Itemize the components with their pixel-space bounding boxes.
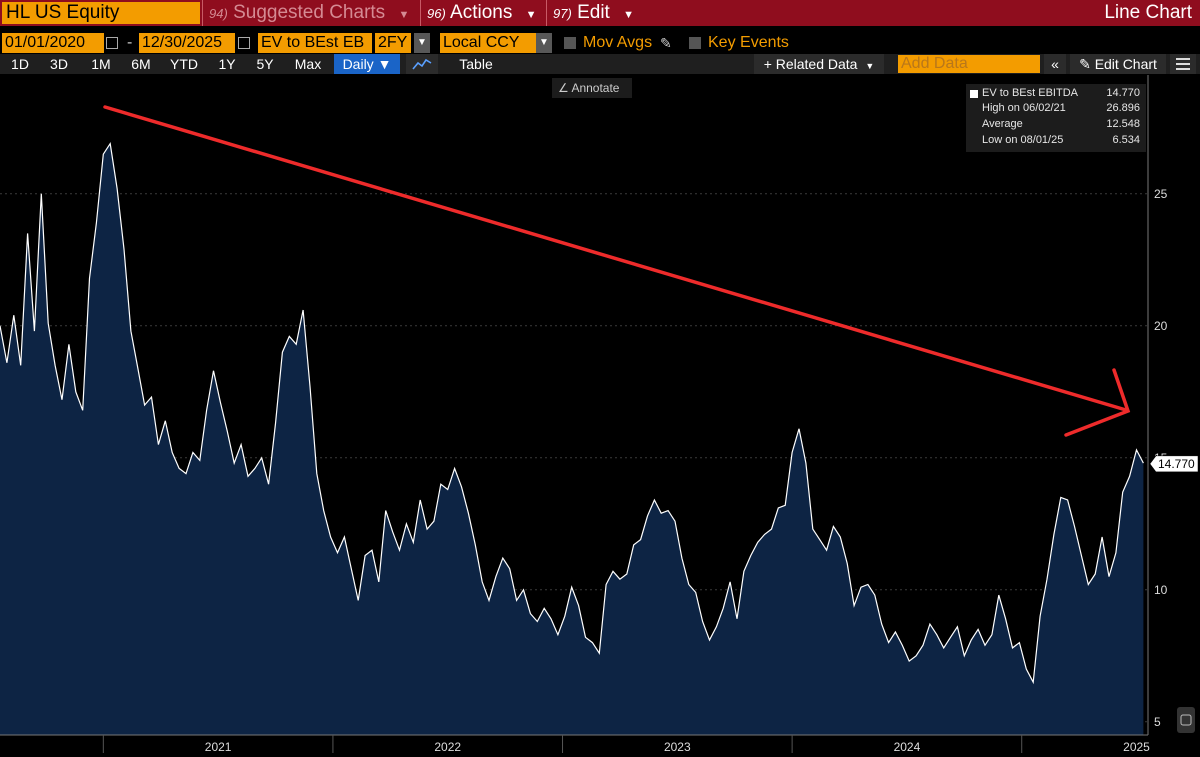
annotate-button[interactable]: ∠ Annotate: [552, 78, 632, 98]
legend-panel: EV to BEst EBITDA 14.770 High on 06/02/2…: [966, 84, 1146, 152]
legend-low: Low on 08/01/25 6.534: [966, 133, 1146, 148]
edit-chart-label: Edit Chart: [1094, 56, 1157, 72]
series-line: [0, 141, 1144, 685]
range-1d[interactable]: 1D: [11, 56, 29, 72]
legend-low-label: Low on 08/01/25: [982, 134, 1064, 146]
scroll-handle-icon[interactable]: [1177, 707, 1195, 733]
y-tick-label: 20: [1154, 319, 1168, 333]
frequency-select[interactable]: Daily ▼: [334, 54, 400, 74]
x-tick-label: 2022: [434, 740, 461, 754]
menu-number: 97): [553, 6, 572, 21]
x-tick-label: 2024: [894, 740, 921, 754]
y-tick-label: 10: [1154, 583, 1168, 597]
currency-select[interactable]: Local CCY: [440, 33, 536, 53]
legend-high-label: High on 06/02/21: [982, 102, 1066, 114]
legend-low-value: 6.534: [1112, 134, 1140, 146]
end-date-input[interactable]: 12/30/2025: [139, 33, 235, 53]
legend-average: Average 12.548: [966, 117, 1146, 132]
menu-number: 94): [209, 6, 228, 21]
legend-series-value: 14.770: [1106, 87, 1140, 99]
series-area-fill: [0, 143, 1144, 736]
top-bar: HL US Equity 94) Suggested Charts ▼ 96) …: [0, 0, 1200, 26]
menu-number: 96): [427, 6, 446, 21]
pencil-icon[interactable]: ✎: [660, 35, 672, 51]
chart-type-title: Line Chart: [1104, 2, 1192, 23]
range-1y[interactable]: 1Y: [218, 56, 236, 72]
pencil-icon: ✎: [1079, 56, 1095, 72]
start-date-input[interactable]: 01/01/2020: [2, 33, 104, 53]
line-chart-icon[interactable]: [406, 54, 438, 74]
last-value-label: 14.770: [1158, 457, 1195, 471]
settings-bar: 01/01/2020 - 12/30/2025 EV to BEst EB 2F…: [0, 33, 1200, 53]
range-bar: 1D 3D 1M 6M YTD 1Y 5Y Max Daily ▼ Table …: [0, 54, 1200, 74]
range-1m[interactable]: 1M: [91, 56, 111, 72]
currency-dropdown-icon[interactable]: ▼: [536, 33, 552, 53]
x-tick-label: 2025: [1123, 740, 1150, 754]
caret-down-icon: ▼: [865, 61, 875, 71]
period-select[interactable]: 2FY: [375, 33, 411, 53]
add-data-input[interactable]: Add Data: [898, 55, 1040, 73]
legend-series[interactable]: EV to BEst EBITDA 14.770: [966, 86, 1146, 101]
trend-arrow-shaft: [103, 105, 1128, 412]
trend-arrow-head: [1064, 368, 1131, 437]
trend-arrow: [103, 105, 1131, 437]
annotate-label: Annotate: [571, 81, 620, 95]
related-data-button[interactable]: + Related Data ▼: [754, 54, 884, 74]
legend-high-value: 26.896: [1106, 102, 1140, 114]
y-tick-label: 5: [1154, 715, 1161, 729]
caret-down-icon: ▼: [623, 9, 634, 21]
calendar-icon[interactable]: [238, 37, 250, 49]
calendar-icon[interactable]: [106, 37, 118, 49]
menu-label: Edit: [577, 2, 610, 23]
range-max[interactable]: Max: [294, 56, 322, 72]
range-6m[interactable]: 6M: [131, 56, 151, 72]
legend-average-label: Average: [982, 118, 1023, 130]
legend-series-label: EV to BEst EBITDA: [982, 87, 1078, 99]
menu-label: Suggested Charts: [233, 2, 386, 23]
settings-menu-icon[interactable]: [1170, 54, 1196, 74]
edit-chart-button[interactable]: ✎ Edit Chart: [1070, 54, 1166, 74]
series-swatch: [970, 90, 978, 98]
date-separator: -: [127, 34, 133, 51]
caret-down-icon: ▼: [525, 9, 537, 21]
range-3d[interactable]: 3D: [50, 56, 68, 72]
pencil-icon: ∠: [558, 81, 572, 95]
key-events-checkbox[interactable]: [689, 37, 701, 49]
legend-high: High on 06/02/21 26.896: [966, 101, 1146, 116]
mov-avgs-label: Mov Avgs: [583, 34, 653, 51]
mov-avgs-checkbox[interactable]: [564, 37, 576, 49]
range-ytd[interactable]: YTD: [170, 56, 198, 72]
x-axis-ticks: 2021 2022 2023 2024 2025: [102, 735, 1150, 754]
suggested-charts-menu[interactable]: 94) Suggested Charts ▼: [202, 0, 416, 26]
x-tick-label: 2021: [205, 740, 232, 754]
range-5y[interactable]: 5Y: [256, 56, 274, 72]
collapse-icon[interactable]: «: [1044, 54, 1066, 74]
table-button[interactable]: Table: [459, 56, 493, 72]
field-select[interactable]: EV to BEst EB: [258, 33, 372, 53]
related-data-label: + Related Data: [763, 56, 858, 72]
last-value-marker: 14.770: [1149, 455, 1199, 473]
legend-average-value: 12.548: [1106, 118, 1140, 130]
x-tick-label: 2023: [664, 740, 691, 754]
ticker-field[interactable]: HL US Equity: [2, 2, 200, 24]
menu-label: Actions: [450, 2, 513, 23]
caret-down-icon: ▼: [398, 9, 410, 21]
y-tick-label: 25: [1154, 187, 1168, 201]
actions-menu[interactable]: 96) Actions ▼: [420, 0, 542, 26]
edit-menu[interactable]: 97) Edit ▼: [546, 0, 642, 26]
key-events-label: Key Events: [708, 34, 789, 51]
period-dropdown-icon[interactable]: ▼: [414, 33, 430, 53]
